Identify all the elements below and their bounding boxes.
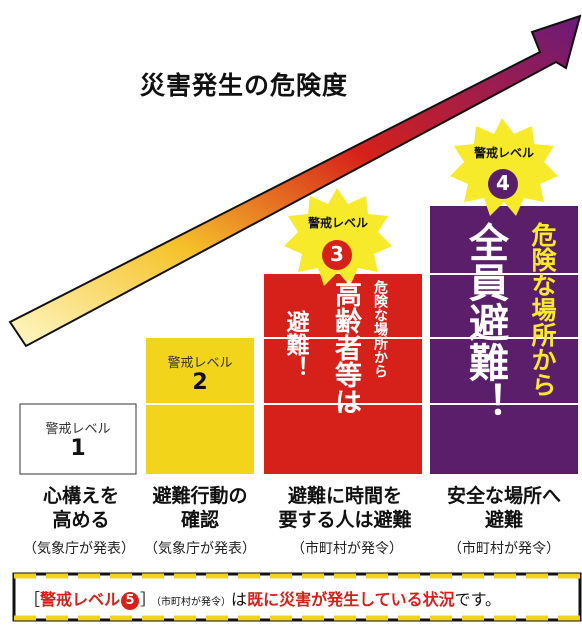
level2-column bbox=[146, 338, 254, 474]
diagram-title: 災害発生の危険度 bbox=[140, 71, 349, 100]
risk-arrow bbox=[8, 14, 582, 348]
notice-bracket-open: ［ bbox=[24, 590, 41, 609]
level2-number: 2 bbox=[192, 370, 208, 395]
level3-number: 3 bbox=[330, 242, 344, 266]
notice-bracket-close: ］ bbox=[140, 590, 157, 609]
level3-big-text: 高齢者等は bbox=[330, 280, 361, 415]
notice-issuer: （市町村が発令） bbox=[156, 597, 232, 608]
level4-action: 安全な場所へ 避難 bbox=[446, 485, 561, 531]
level3-action: 避難に時間を 要する人は避難 bbox=[278, 485, 412, 531]
level1-action: 心構えを 高める bbox=[42, 485, 119, 531]
level3-column bbox=[264, 274, 422, 474]
level4-number: 4 bbox=[496, 171, 510, 195]
level2-action: 避難行動の 確認 bbox=[152, 485, 248, 531]
level1-number: 1 bbox=[70, 436, 86, 461]
level1-badge: 警戒レベル bbox=[45, 422, 111, 437]
level4-big-text: 全員避難！ bbox=[462, 222, 508, 422]
level1-issuer: （気象庁が発表） bbox=[23, 541, 135, 557]
level3-starburst bbox=[284, 188, 392, 286]
notice-level-label: 警戒レベル bbox=[40, 590, 121, 609]
level2-issuer: （気象庁が発表） bbox=[144, 541, 256, 557]
level3-badge: 警戒レベル bbox=[307, 216, 368, 230]
level4-badge: 警戒レベル bbox=[473, 146, 534, 160]
notice-text: ［警戒レベル 5 ］（市町村が発令）は既に災害が発生している状況です。 bbox=[24, 586, 501, 610]
notice-level5-badge: 5 bbox=[121, 592, 140, 610]
level4-column bbox=[430, 206, 578, 474]
level2-badge: 警戒レベル bbox=[167, 356, 233, 371]
level3-side-text: 避難！ bbox=[282, 310, 308, 379]
level4-issuer: （市町村が発令） bbox=[448, 541, 560, 557]
level3-number-circle bbox=[322, 240, 352, 270]
level4-small-text: 危険な場所から bbox=[528, 222, 557, 397]
level3-small-text: 危険な場所から bbox=[372, 280, 388, 378]
level4-starburst bbox=[450, 118, 558, 216]
notice-particle: は bbox=[231, 590, 248, 609]
notice-emphasis: 既に災害が発生している状況 bbox=[247, 590, 455, 609]
level3-issuer: （市町村が発令） bbox=[291, 541, 403, 557]
notice-banner bbox=[12, 572, 582, 622]
level1-box bbox=[19, 403, 137, 475]
level4-number-circle bbox=[488, 169, 518, 199]
notice-tail: です。 bbox=[454, 590, 501, 609]
